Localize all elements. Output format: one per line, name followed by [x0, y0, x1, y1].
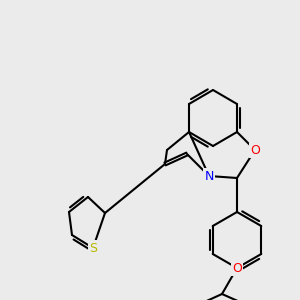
Text: N: N: [204, 169, 214, 182]
Text: S: S: [89, 242, 97, 254]
Text: O: O: [232, 262, 242, 275]
Text: O: O: [250, 143, 260, 157]
